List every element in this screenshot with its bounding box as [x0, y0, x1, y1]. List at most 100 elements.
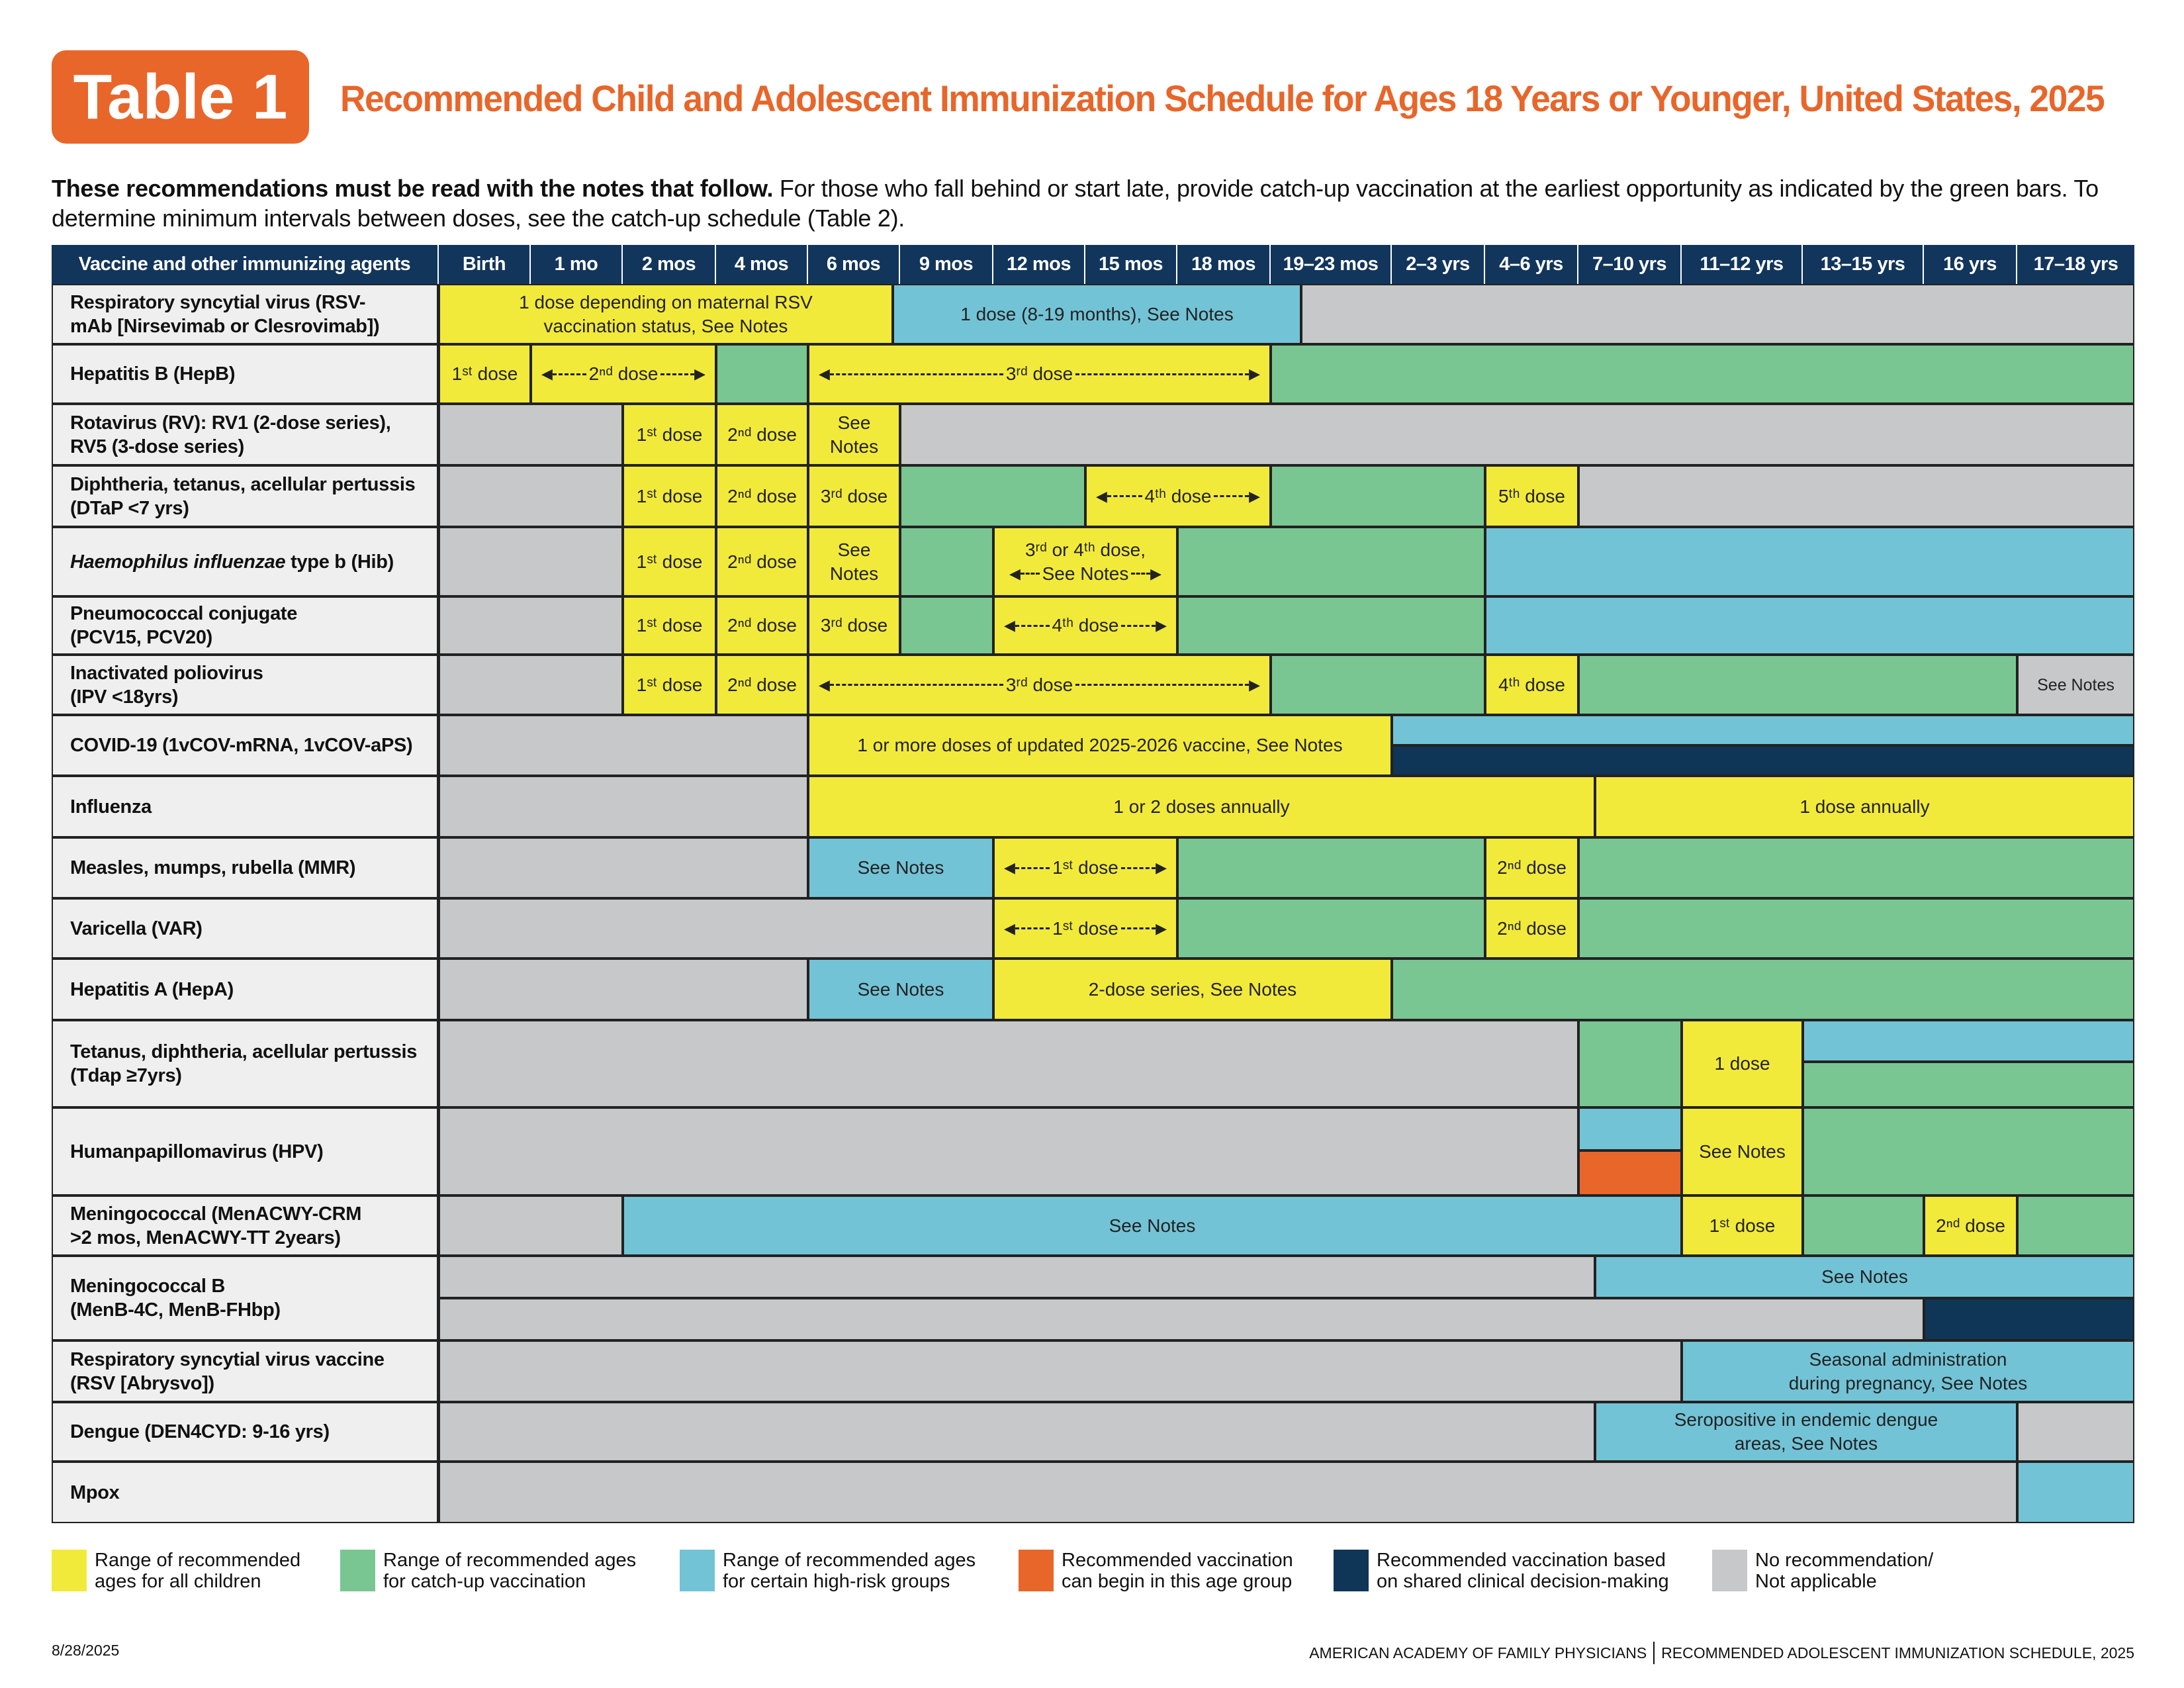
schedule-bar-green	[716, 344, 808, 404]
arrow-label: 4ᵗʰ dose	[1144, 485, 1212, 506]
schedule-bar-blue	[1578, 1107, 1682, 1151]
vaccine-label-text: Tetanus, diphtheria, acellular pertussis…	[70, 1041, 418, 1086]
header-age-15: 16 yrs	[1924, 245, 2017, 284]
bar-text: 3ʳᵈ or 4ᵗʰ dose,	[1024, 539, 1146, 560]
arrow-left-icon: ◀	[1004, 919, 1015, 937]
schedule-bar-gray	[439, 655, 623, 715]
dashed-line	[552, 373, 586, 375]
schedule-bar-gray	[439, 776, 808, 837]
legend-label: Recommended vaccination based on shared …	[1377, 1550, 1669, 1592]
vaccine-label: Meningococcal B (MenB-4C, MenB-FHbp)	[52, 1256, 439, 1340]
arrow-label: 3ʳᵈ dose	[1005, 674, 1073, 695]
schedule-bar-yellow: 2ⁿᵈ dose	[716, 596, 808, 655]
vaccine-label-rest: type b (Hib)	[285, 551, 394, 573]
schedule-bar-blue: 1 dose (8-19 months), See Notes	[893, 284, 1301, 344]
schedule-bar-yellow: ◀ 3ʳᵈ dose ▶	[808, 344, 1271, 404]
dose-range-arrow: ◀ 1ˢᵗ dose ▶	[995, 917, 1176, 941]
vaccine-label-text: Meningococcal (MenACWY-CRM >2 mos, MenAC…	[70, 1203, 362, 1248]
arrow-right-icon: ▶	[694, 365, 706, 382]
schedule-bar-blue: Seasonal administration during pregnancy…	[1682, 1340, 2134, 1402]
arrow-label: 2ⁿᵈ dose	[588, 363, 659, 384]
schedule-bar-gray	[439, 596, 623, 655]
schedule-bar-yellow: 2-dose series, See Notes	[993, 959, 1392, 1020]
vaccine-label: Measles, mumps, rubella (MMR)	[52, 837, 439, 898]
vaccine-label-text: Meningococcal B (MenB-4C, MenB-FHbp)	[70, 1276, 281, 1321]
vaccine-label: COVID-19 (1vCOV-mRNA, 1vCOV-aPS)	[52, 715, 439, 776]
vaccine-label: Varicella (VAR)	[52, 898, 439, 959]
bar-text: 1ˢᵗ dose	[636, 674, 703, 695]
dose-range-arrow: ◀ 3ʳᵈ dose ▶	[809, 673, 1269, 697]
schedule-bar-green	[900, 465, 1085, 527]
schedule-bar-green	[1803, 1062, 2134, 1107]
schedule-bar-yellow: 3ʳᵈ dose	[808, 465, 900, 527]
schedule-bar-gray	[439, 1462, 2017, 1523]
vaccine-label: Mpox	[52, 1462, 439, 1523]
bar-text: Seropositive in endemic dengue areas, Se…	[1674, 1409, 1938, 1454]
legend-item-yellow: Range of recommended ages for all childr…	[52, 1550, 300, 1592]
schedule-bar-yellow: 2ⁿᵈ dose	[1485, 898, 1578, 959]
intro-rest: For those who fall behind or start late,…	[52, 175, 2099, 232]
arrow-label: 1ˢᵗ dose	[1052, 857, 1118, 878]
page-title: Recommended Child and Adolescent Immuniz…	[340, 77, 2105, 119]
schedule-bar-gray	[2017, 1402, 2134, 1462]
schedule-bar-yellow: 2ⁿᵈ dose	[1485, 837, 1578, 898]
header-age-11: 4–6 yrs	[1485, 245, 1578, 284]
schedule-bar-yellow: ◀ 3ʳᵈ dose ▶	[808, 655, 1271, 715]
schedule-bar-yellow: 2ⁿᵈ dose	[716, 465, 808, 527]
bar-text: 2ⁿᵈ dose	[727, 674, 797, 695]
dose-range-arrow: ◀ 4ᵗʰ dose ▶	[995, 614, 1176, 637]
vaccine-label-text: Mpox	[70, 1481, 120, 1503]
legend-item-green: Range of recommended ages for catch-up v…	[340, 1550, 636, 1592]
schedule-bar-yellow: 1 or more doses of updated 2025-2026 vac…	[808, 715, 1392, 776]
schedule-bar-yellow: 2ⁿᵈ dose	[1924, 1196, 2017, 1256]
legend-swatch	[680, 1550, 715, 1591]
bar-text: 1 or more doses of updated 2025-2026 vac…	[857, 735, 1343, 755]
bar-text: See Notes	[857, 978, 944, 1000]
bar-text: 2ⁿᵈ dose	[1497, 857, 1567, 878]
dose-range-arrow: ◀ 2ⁿᵈ dose ▶	[532, 362, 715, 386]
schedule-bar-green	[1177, 596, 1485, 655]
schedule-bar-yellow: 1 or 2 doses annually	[808, 776, 1595, 837]
dashed-line	[660, 373, 695, 375]
schedule-bar-gray	[439, 465, 623, 527]
footer-org: AMERICAN ACADEMY OF FAMILY PHYSICIANS	[1309, 1644, 1647, 1662]
schedule-bar-yellow: 1ˢᵗ dose	[623, 527, 716, 596]
schedule-bar-blue	[1803, 1020, 2134, 1062]
schedule-bar-gray	[439, 404, 623, 465]
dashed-line	[1120, 867, 1156, 869]
arrow-right-icon: ▶	[1156, 919, 1167, 937]
vaccine-label-text: Dengue (DEN4CYD: 9-16 yrs)	[70, 1421, 330, 1442]
dose-range-arrow: ◀ 3ʳᵈ dose ▶	[809, 362, 1269, 386]
schedule-bar-yellow: See Notes	[808, 527, 900, 596]
bar-text: See Notes	[829, 539, 879, 584]
schedule-bar-green	[1578, 837, 2134, 898]
vaccine-label: Meningococcal (MenACWY-CRM >2 mos, MenAC…	[52, 1196, 439, 1256]
vaccine-label: Inactivated poliovirus (IPV <18yrs)	[52, 655, 439, 715]
bar-text: 1ˢᵗ dose	[636, 615, 703, 635]
vaccine-label-text: COVID-19 (1vCOV-mRNA, 1vCOV-aPS)	[70, 735, 413, 756]
bar-text: See Notes	[1699, 1141, 1786, 1162]
footer-date: 8/28/2025	[52, 1642, 120, 1659]
bar-text: Seasonal administration during pregnancy…	[1788, 1348, 2028, 1393]
bar-text: See Notes	[829, 412, 879, 457]
bar-text: 1 dose annually	[1799, 796, 1930, 817]
schedule-bar-gray	[439, 898, 993, 959]
vaccine-label-text: Inactivated poliovirus (IPV <18yrs)	[70, 662, 263, 708]
vaccine-label: Hepatitis A (HepA)	[52, 959, 439, 1020]
dose-range-stack: 3ʳᵈ or 4ᵗʰ dose, ◀ See Notes ▶	[995, 538, 1176, 586]
dashed-line	[1015, 927, 1050, 929]
schedule-bar-green	[1803, 1196, 1924, 1256]
dashed-line	[1107, 495, 1142, 497]
header-age-9: 19–23 mos	[1271, 245, 1392, 284]
header-vaccine-column: Vaccine and other immunizing agents	[52, 245, 439, 284]
arrow-right-icon: ▶	[1249, 365, 1261, 382]
bar-text: 1ˢᵗ dose	[636, 485, 703, 506]
schedule-bar-yellow: 1ˢᵗ dose	[439, 344, 531, 404]
schedule-bar-gray	[439, 1196, 623, 1256]
schedule-bar-green	[1177, 527, 1485, 596]
schedule-bar-green	[1803, 1107, 2134, 1196]
arrow-left-icon: ◀	[1009, 565, 1021, 582]
arrow-right-icon: ▶	[1249, 676, 1261, 693]
schedule-bar-blue: See Notes	[623, 1196, 1682, 1256]
header-age-0: Birth	[439, 245, 531, 284]
